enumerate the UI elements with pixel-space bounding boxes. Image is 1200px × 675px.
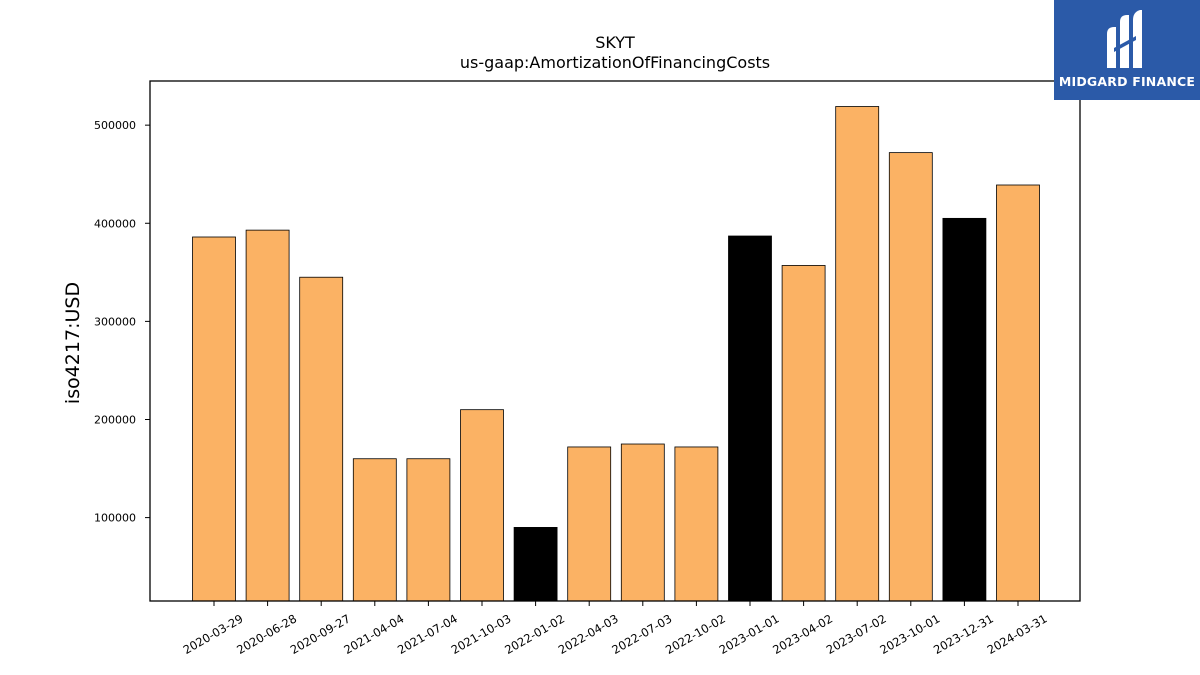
y-tick-label: 300000 bbox=[94, 315, 136, 328]
y-axis-label: iso4217:USD bbox=[62, 282, 84, 404]
bar-2020-03-29 bbox=[192, 236, 236, 602]
y-tick-label: 400000 bbox=[94, 217, 136, 230]
x-tick-label: 2020-03-29 bbox=[181, 611, 246, 657]
bar-2023-07-02 bbox=[835, 106, 880, 602]
y-tick-label: 100000 bbox=[94, 512, 136, 525]
company-logo: MIDGARD FINANCE bbox=[1054, 0, 1200, 100]
bar-2024-03-31 bbox=[996, 184, 1040, 602]
x-tick-label: 2021-04-04 bbox=[341, 611, 406, 657]
x-tick-label: 2022-07-03 bbox=[609, 611, 674, 657]
plot-frame bbox=[149, 80, 1081, 602]
x-tick-label: 2023-10-01 bbox=[877, 611, 942, 657]
x-tick-label: 2021-07-04 bbox=[395, 611, 460, 657]
y-tick-label: 200000 bbox=[94, 413, 136, 426]
bar-2023-01-01 bbox=[728, 235, 772, 602]
bar-2021-10-03 bbox=[460, 409, 504, 602]
bar-2020-09-27 bbox=[299, 276, 344, 602]
bar-2022-10-02 bbox=[674, 446, 719, 602]
bar-2021-07-04 bbox=[406, 458, 451, 602]
chart-subtitle: us-gaap:AmortizationOfFinancingCosts bbox=[460, 53, 770, 72]
bar-2020-06-28 bbox=[245, 229, 290, 602]
x-tick-label: 2022-04-03 bbox=[556, 611, 621, 657]
bar-2023-04-02 bbox=[781, 265, 826, 602]
x-tick-label: 2023-07-02 bbox=[824, 611, 889, 657]
x-tick-label: 2023-04-02 bbox=[770, 611, 835, 657]
y-tick-label: 500000 bbox=[94, 119, 136, 132]
bar-2022-01-02 bbox=[513, 527, 558, 602]
x-tick-label: 2023-01-01 bbox=[717, 611, 782, 657]
bar-2021-04-04 bbox=[352, 458, 397, 602]
bar-2022-07-03 bbox=[620, 443, 665, 602]
x-tick-label: 2022-10-02 bbox=[663, 611, 728, 657]
chart-title: SKYT bbox=[595, 33, 635, 52]
bar-2023-10-01 bbox=[888, 152, 933, 602]
midgard-m-logo-icon bbox=[1107, 10, 1142, 68]
bar-2022-04-03 bbox=[567, 446, 612, 602]
x-tick-label: 2021-10-03 bbox=[449, 611, 514, 657]
logo-text: MIDGARD FINANCE bbox=[1058, 74, 1196, 89]
x-tick-label: 2020-06-28 bbox=[234, 611, 299, 657]
x-tick-label: 2023-12-31 bbox=[931, 611, 996, 657]
x-tick-label: 2022-01-02 bbox=[502, 611, 567, 657]
x-tick-label: 2020-09-27 bbox=[288, 611, 353, 657]
x-tick-label: 2024-03-31 bbox=[985, 611, 1050, 657]
bar-2023-12-31 bbox=[942, 217, 987, 602]
